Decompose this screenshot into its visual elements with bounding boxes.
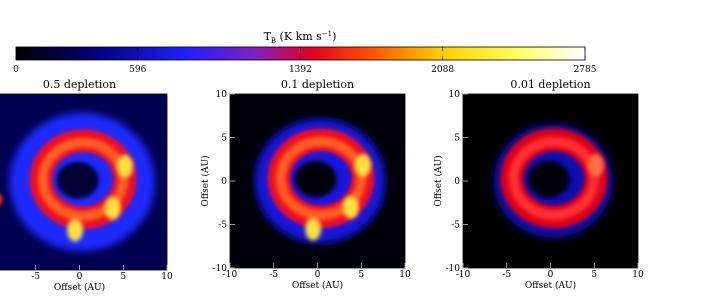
y-axis-label: Offset (AU) [200, 155, 211, 206]
y-tick-label: 10 [449, 90, 461, 100]
map-hole [527, 160, 570, 198]
x-tick-label: 5 [120, 272, 126, 282]
map-ring-inner [275, 136, 367, 220]
colorbar-tick-label: 2785 [574, 65, 597, 75]
y-tick-label: -5 [451, 221, 460, 231]
x-tick-label: -5 [269, 270, 278, 280]
x-tick-label: -5 [502, 270, 511, 280]
x-tick-label: 0 [548, 270, 554, 280]
map-hotspot [67, 218, 83, 242]
map-hotspot [588, 153, 604, 177]
x-tick-label: 5 [591, 270, 597, 280]
x-axis-label: Offset (AU) [54, 282, 105, 293]
x-tick-label: 10 [161, 272, 173, 282]
colorbar-tick-label: 1392 [289, 65, 312, 75]
y-tick-label: 0 [454, 177, 460, 187]
y-tick-label: 5 [221, 134, 227, 144]
y-tick-label: 0 [221, 177, 227, 187]
x-tick-label: -10 [456, 270, 471, 280]
panel-title: 0.5 depletion [43, 78, 116, 91]
y-tick-label: -5 [218, 221, 227, 231]
map-ring-inner [508, 136, 600, 220]
x-tick-label: 0 [315, 270, 321, 280]
x-tick-label: 5 [358, 270, 364, 280]
map-ring-inner [37, 137, 129, 221]
x-tick-label: -5 [31, 272, 40, 282]
map-hotspot [355, 153, 371, 177]
map-hotspot [117, 154, 133, 178]
map-hotspot [104, 196, 121, 220]
y-tick-label: 10 [216, 90, 228, 100]
map-hotspot [305, 217, 321, 241]
y-tick-label: -10 [213, 264, 228, 274]
colorbar-label: TB (K km s−1) [264, 30, 337, 45]
y-axis-label: Offset (AU) [433, 155, 444, 206]
map-hole [294, 160, 337, 198]
map-image [230, 94, 405, 268]
colorbar-tick-label: 596 [129, 65, 146, 75]
colorbar-tick-label: 2088 [431, 65, 454, 75]
map-hole [56, 161, 99, 199]
x-axis-label: Offset (AU) [292, 280, 343, 291]
colorbar-tick-label: 0 [13, 65, 19, 75]
x-tick-label: 0 [77, 272, 83, 282]
map-image [463, 94, 638, 268]
map-image [0, 94, 167, 270]
y-tick-label: -10 [446, 264, 461, 274]
x-axis-label: Offset (AU) [525, 280, 576, 291]
map-blob [0, 194, 3, 205]
x-tick-label: 10 [399, 270, 411, 280]
x-tick-label: -10 [223, 270, 238, 280]
map-hotspot [342, 195, 359, 219]
y-tick-label: 5 [454, 134, 460, 144]
x-tick-label: 10 [632, 270, 644, 280]
panel-title: 0.01 depletion [510, 78, 590, 91]
panel-title: 0.1 depletion [281, 78, 354, 91]
